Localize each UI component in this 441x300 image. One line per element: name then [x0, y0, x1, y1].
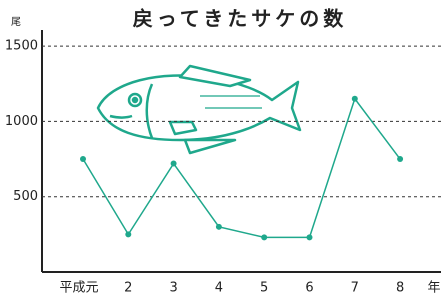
- x-tick-label: 4: [215, 281, 223, 296]
- x-tick-label: 5: [260, 281, 268, 296]
- x-tick-label: 7: [351, 281, 359, 296]
- fish-illustration: [98, 66, 300, 153]
- chart-title: 戻ってきたサケの数: [133, 7, 347, 31]
- x-tick-label: 2: [124, 281, 132, 296]
- x-tick-label: 平成元: [59, 281, 98, 296]
- y-tick-label: 1500: [5, 39, 38, 54]
- data-point: [397, 156, 403, 162]
- x-tick-label: 6: [305, 281, 313, 296]
- data-point: [352, 96, 358, 102]
- data-point: [171, 161, 177, 167]
- data-point: [307, 234, 313, 240]
- data-point: [216, 224, 222, 230]
- x-unit: 年: [427, 281, 440, 296]
- chart: 戻ってきたサケの数 尾 年 500 1000 1500 平成元 2 3 4 5 6 7 8: [0, 0, 441, 300]
- x-tick-label: 8: [396, 281, 404, 296]
- data-point: [261, 234, 267, 240]
- y-unit: 尾: [11, 16, 21, 28]
- y-tick-label: 500: [13, 189, 38, 204]
- x-tick-label: 3: [169, 281, 177, 296]
- data-point: [125, 231, 131, 237]
- data-point: [80, 156, 86, 162]
- y-tick-label: 1000: [5, 114, 38, 129]
